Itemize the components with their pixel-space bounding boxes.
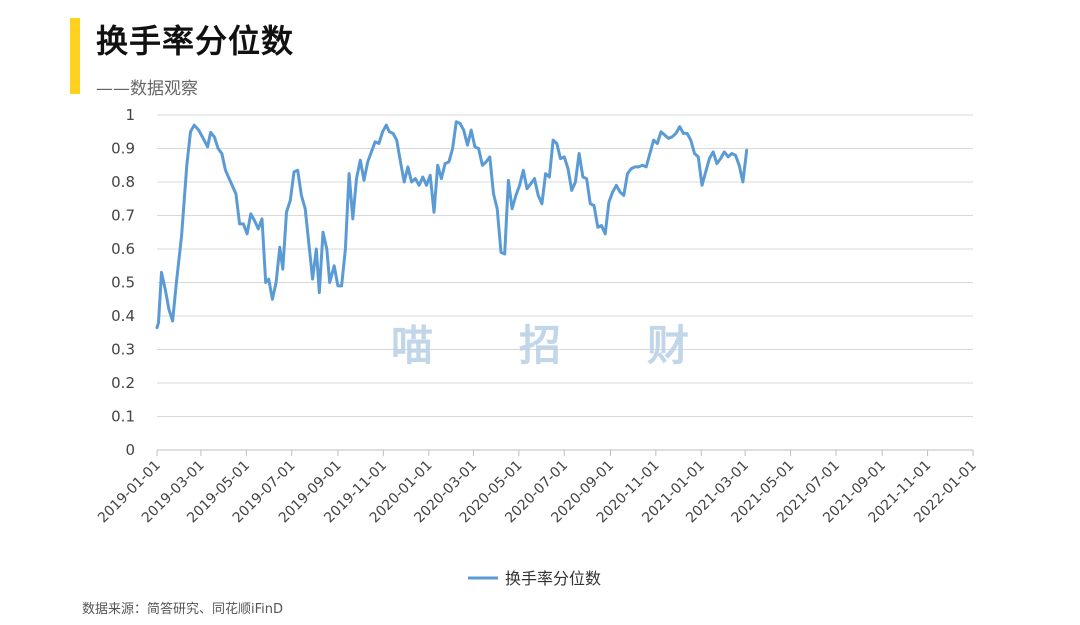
title-accent-bar	[70, 18, 80, 94]
y-tick-label: 0.7	[111, 207, 135, 225]
y-tick-label: 0.2	[111, 374, 135, 392]
y-tick-label: 0	[125, 441, 135, 459]
series-layer	[155, 120, 749, 330]
y-tick-label: 0.6	[111, 240, 135, 258]
y-tick-label: 0.4	[111, 307, 135, 325]
series-line	[155, 120, 749, 330]
y-tick-label: 0.3	[111, 341, 135, 359]
chart-title: 换手率分位数	[96, 22, 295, 60]
watermark-char: 招	[519, 321, 561, 370]
data-source-note: 数据来源：简答研究、同花顺iFinD	[82, 602, 284, 617]
watermark-char: 喵	[391, 321, 433, 370]
y-tick-label: 0.9	[111, 140, 135, 158]
y-tick-label: 0.1	[111, 408, 135, 426]
y-tick-label: 1	[125, 106, 135, 124]
y-tick-label: 0.8	[111, 173, 135, 191]
y-tick-label: 0.5	[111, 274, 135, 292]
chart-subtitle: ——数据观察	[96, 79, 198, 99]
watermark-char: 财	[647, 321, 689, 370]
x-axis: 2019-01-012019-03-012019-05-012019-07-01…	[95, 449, 980, 526]
y-axis-ticks: 0 0.1 0.2 0.3 0.4 0.5 0.6 0.7 0.8 0.9 1	[111, 106, 135, 459]
watermark: 喵招财	[391, 321, 689, 370]
grid-lines	[157, 114, 973, 451]
legend-label: 换手率分位数	[505, 569, 601, 588]
legend: 换手率分位数	[468, 569, 601, 588]
